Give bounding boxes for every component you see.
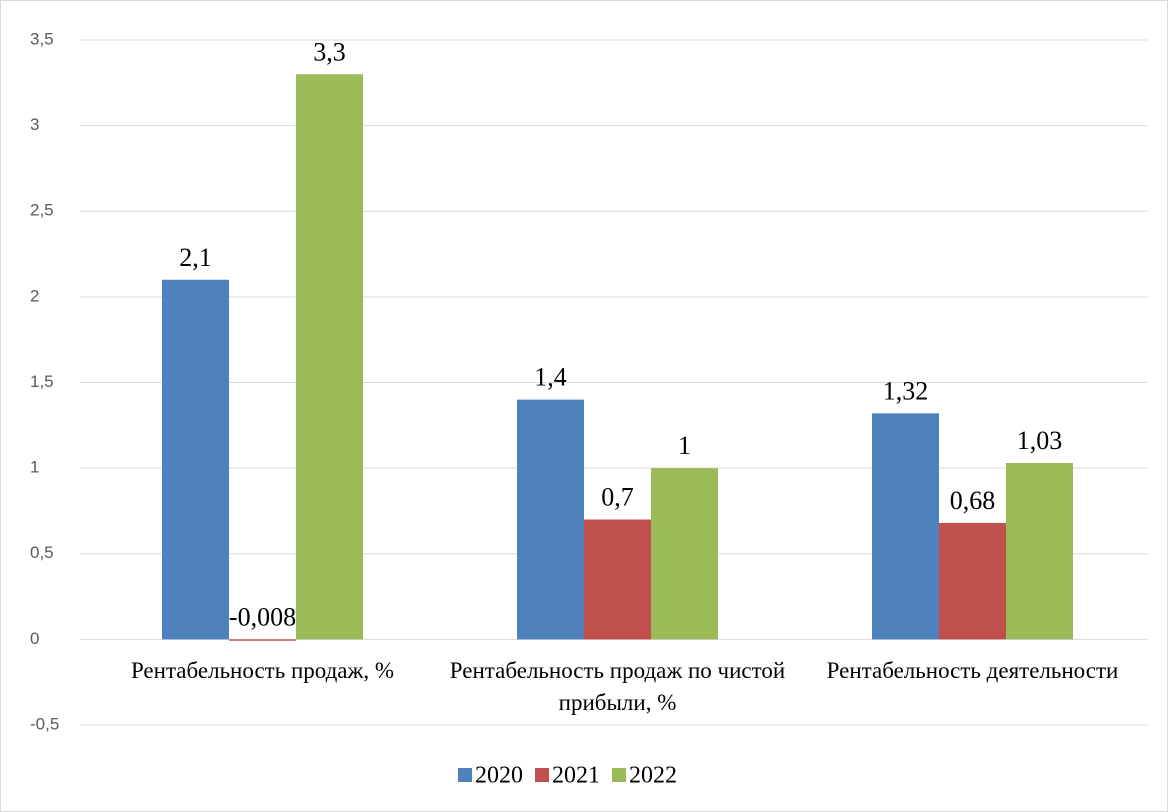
bar [229, 639, 296, 641]
y-tick-label: 3 [30, 115, 39, 134]
legend-swatch [458, 768, 472, 782]
value-label: 0,68 [950, 486, 996, 515]
legend-swatch [535, 768, 549, 782]
bar [872, 413, 939, 640]
value-label: 0,7 [601, 483, 634, 512]
value-label: 1,4 [534, 363, 567, 392]
bar [162, 279, 229, 640]
value-label: 1,03 [1017, 426, 1063, 455]
bar [1006, 462, 1073, 640]
legend-label: 2021 [552, 763, 600, 789]
y-tick-label: 0,5 [30, 543, 54, 562]
bar [651, 468, 718, 640]
y-tick-label: 1 [30, 458, 39, 477]
x-tick-label: Рентабельность продаж по чистой прибыли,… [449, 658, 786, 715]
value-label: 2,1 [179, 243, 212, 272]
y-tick-label: 2,5 [30, 201, 54, 220]
legend-label: 2022 [629, 763, 677, 789]
bar [939, 522, 1006, 640]
legend-label: 2020 [475, 763, 523, 789]
x-tick-label: Рентабельность деятельности [826, 658, 1119, 683]
y-tick-label: 0 [30, 629, 39, 648]
bar [296, 74, 363, 640]
value-label: 1 [678, 431, 691, 460]
value-label: 1,32 [883, 376, 929, 405]
y-tick-label: -0,5 [30, 714, 59, 733]
bar [584, 519, 651, 640]
legend-swatch [612, 768, 626, 782]
y-tick-label: 3,5 [30, 29, 54, 48]
y-tick-label: 1,5 [30, 372, 54, 391]
value-label: 3,3 [313, 37, 346, 66]
y-tick-label: 2 [30, 286, 39, 305]
x-tick-label: Рентабельность продаж, % [130, 658, 395, 683]
bar [517, 399, 584, 640]
value-label: -0,008 [229, 602, 296, 631]
